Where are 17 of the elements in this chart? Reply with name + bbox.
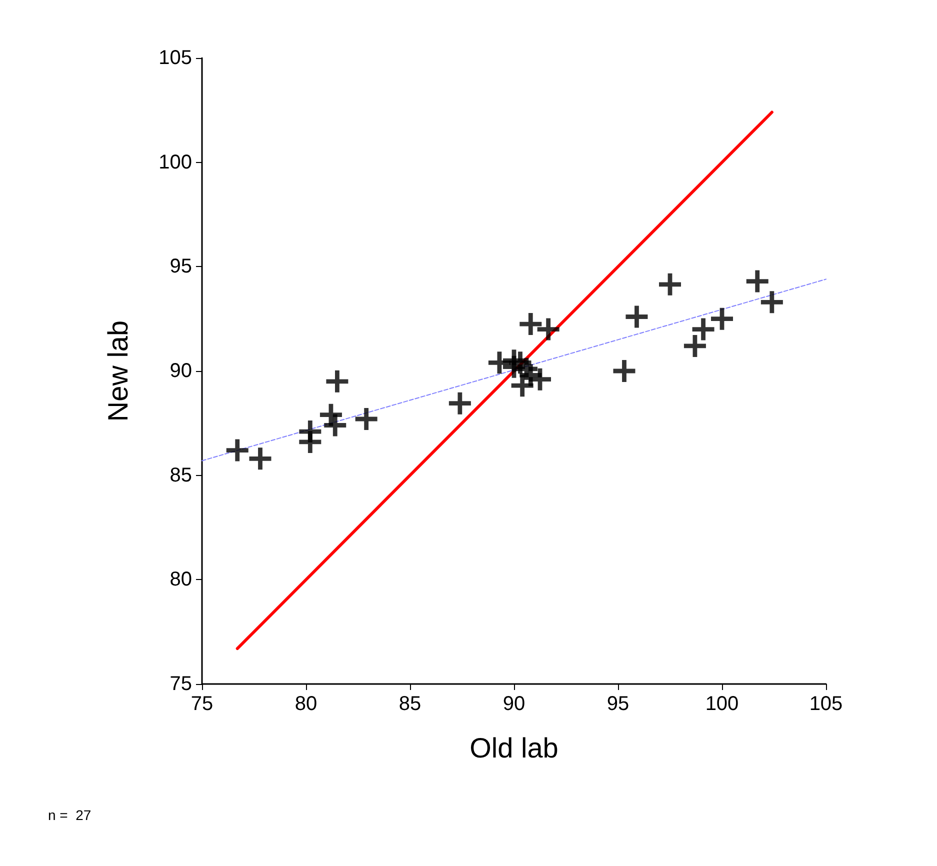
x-tick-label: 85 bbox=[398, 693, 422, 715]
x-tick-label: 90 bbox=[502, 693, 526, 715]
y-tick-label: 105 bbox=[158, 47, 192, 69]
y-tick-label: 90 bbox=[170, 360, 192, 382]
y-tick-label: 95 bbox=[170, 256, 192, 278]
x-tick-label: 75 bbox=[190, 693, 214, 715]
x-tick-label: 100 bbox=[705, 693, 739, 715]
y-tick-label: 75 bbox=[170, 673, 192, 695]
y-tick-label: 100 bbox=[158, 151, 192, 174]
y-tick-label: 85 bbox=[170, 464, 192, 486]
x-tick-label: 105 bbox=[809, 693, 843, 715]
x-axis-title: Old lab bbox=[470, 732, 558, 764]
x-tick-label: 95 bbox=[606, 693, 630, 715]
y-axis-title: New lab bbox=[102, 320, 134, 422]
y-tick-label: 80 bbox=[170, 568, 192, 591]
text: n = 27 bbox=[48, 807, 92, 823]
x-tick-label: 80 bbox=[294, 693, 318, 715]
